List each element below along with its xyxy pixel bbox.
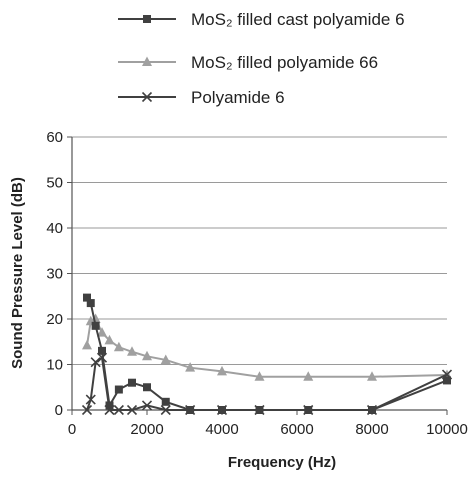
- y-tick-label-50: 50: [46, 175, 63, 192]
- series-0-point-6: [128, 378, 136, 387]
- series-1-point-11: [254, 371, 265, 381]
- gridlines: [72, 136, 447, 365]
- series-1-point-3: [97, 327, 107, 337]
- legend-label-2: Polyamide 6: [191, 88, 285, 107]
- series-1-point-9: [185, 362, 196, 372]
- series-1-point-0: [82, 339, 92, 350]
- axes: [67, 136, 448, 415]
- x-tick-label-10000: 10000: [426, 421, 468, 438]
- legend-item-1: MoS₂ filled polyamide 66: [118, 53, 378, 72]
- series-2-point-11: [254, 404, 265, 416]
- series-1-point-12: [303, 371, 314, 381]
- series-1-point-8: [160, 354, 171, 364]
- series-2-point-12: [303, 404, 314, 416]
- x-tick-label-6000: 6000: [280, 421, 313, 438]
- series-2-point-8: [160, 404, 171, 416]
- legend-label-0: MoS₂ filled cast polyamide 6: [191, 10, 405, 29]
- y-tick-label-0: 0: [55, 402, 63, 419]
- y-tick-label-20: 20: [46, 311, 63, 328]
- series-2-point-13: [366, 404, 378, 416]
- series-0-point-7: [143, 383, 151, 392]
- series-0-point-1: [86, 299, 95, 308]
- series-2-point-1: [85, 394, 96, 405]
- y-tick-label-10: 10: [46, 357, 63, 374]
- legend: MoS₂ filled cast polyamide 6 MoS₂ filled …: [118, 10, 405, 107]
- series-2-point-0: [81, 404, 93, 416]
- series-2-point-14: [441, 369, 453, 380]
- series-2-point-9: [185, 404, 196, 416]
- series-1-point-13: [367, 371, 377, 381]
- series-2-point-7: [141, 400, 153, 411]
- series-2-point-2: [90, 357, 101, 368]
- y-tick-label-60: 60: [46, 129, 63, 146]
- series-1-point-5: [113, 341, 124, 352]
- series-1-line: [86, 317, 448, 378]
- legend-label-1: MoS₂ filled polyamide 66: [191, 53, 378, 72]
- series-1-point-2: [90, 313, 101, 323]
- legend-marker-2: [141, 91, 153, 103]
- series-1-point-4: [104, 334, 115, 345]
- series-1-point-10: [217, 365, 227, 376]
- series-2-point-4: [104, 404, 115, 416]
- series-0-point-14: [443, 376, 451, 385]
- y-tick-label-30: 30: [46, 266, 63, 283]
- series-0-point-5: [114, 385, 123, 394]
- series-2-point-6: [126, 404, 138, 416]
- legend-item-2: Polyamide 6: [118, 88, 285, 107]
- series-2-point-3: [96, 352, 108, 363]
- x-axis-title: Frequency (Hz): [228, 454, 336, 471]
- y-tick-label-40: 40: [46, 220, 63, 237]
- legend-marker-0: [143, 15, 151, 23]
- tick-labels: 0 10 20 30 40 50 60 0 2000 4000 6000 8000 10000: [46, 129, 468, 438]
- x-tick-label-0: 0: [68, 421, 76, 438]
- series-1-point-7: [142, 350, 152, 361]
- series-1-point-6: [127, 346, 137, 356]
- series-2-point-10: [216, 404, 228, 416]
- series-2-point-5: [113, 404, 124, 416]
- series-0-point-3: [98, 346, 106, 355]
- series-1: [82, 313, 452, 381]
- x-tick-label-2000: 2000: [130, 421, 163, 438]
- x-tick-label-4000: 4000: [205, 421, 238, 438]
- series-2: [81, 352, 453, 416]
- series-0-point-2: [91, 321, 100, 330]
- plot-area: [81, 293, 453, 416]
- y-axis-title: Sound Pressure Level (dB): [9, 177, 26, 369]
- x-tick-label-8000: 8000: [355, 421, 388, 438]
- series-0-point-0: [83, 293, 91, 302]
- legend-item-0: MoS₂ filled cast polyamide 6: [118, 10, 405, 29]
- series-0-point-8: [161, 397, 170, 406]
- legend-marker-1: [142, 56, 152, 66]
